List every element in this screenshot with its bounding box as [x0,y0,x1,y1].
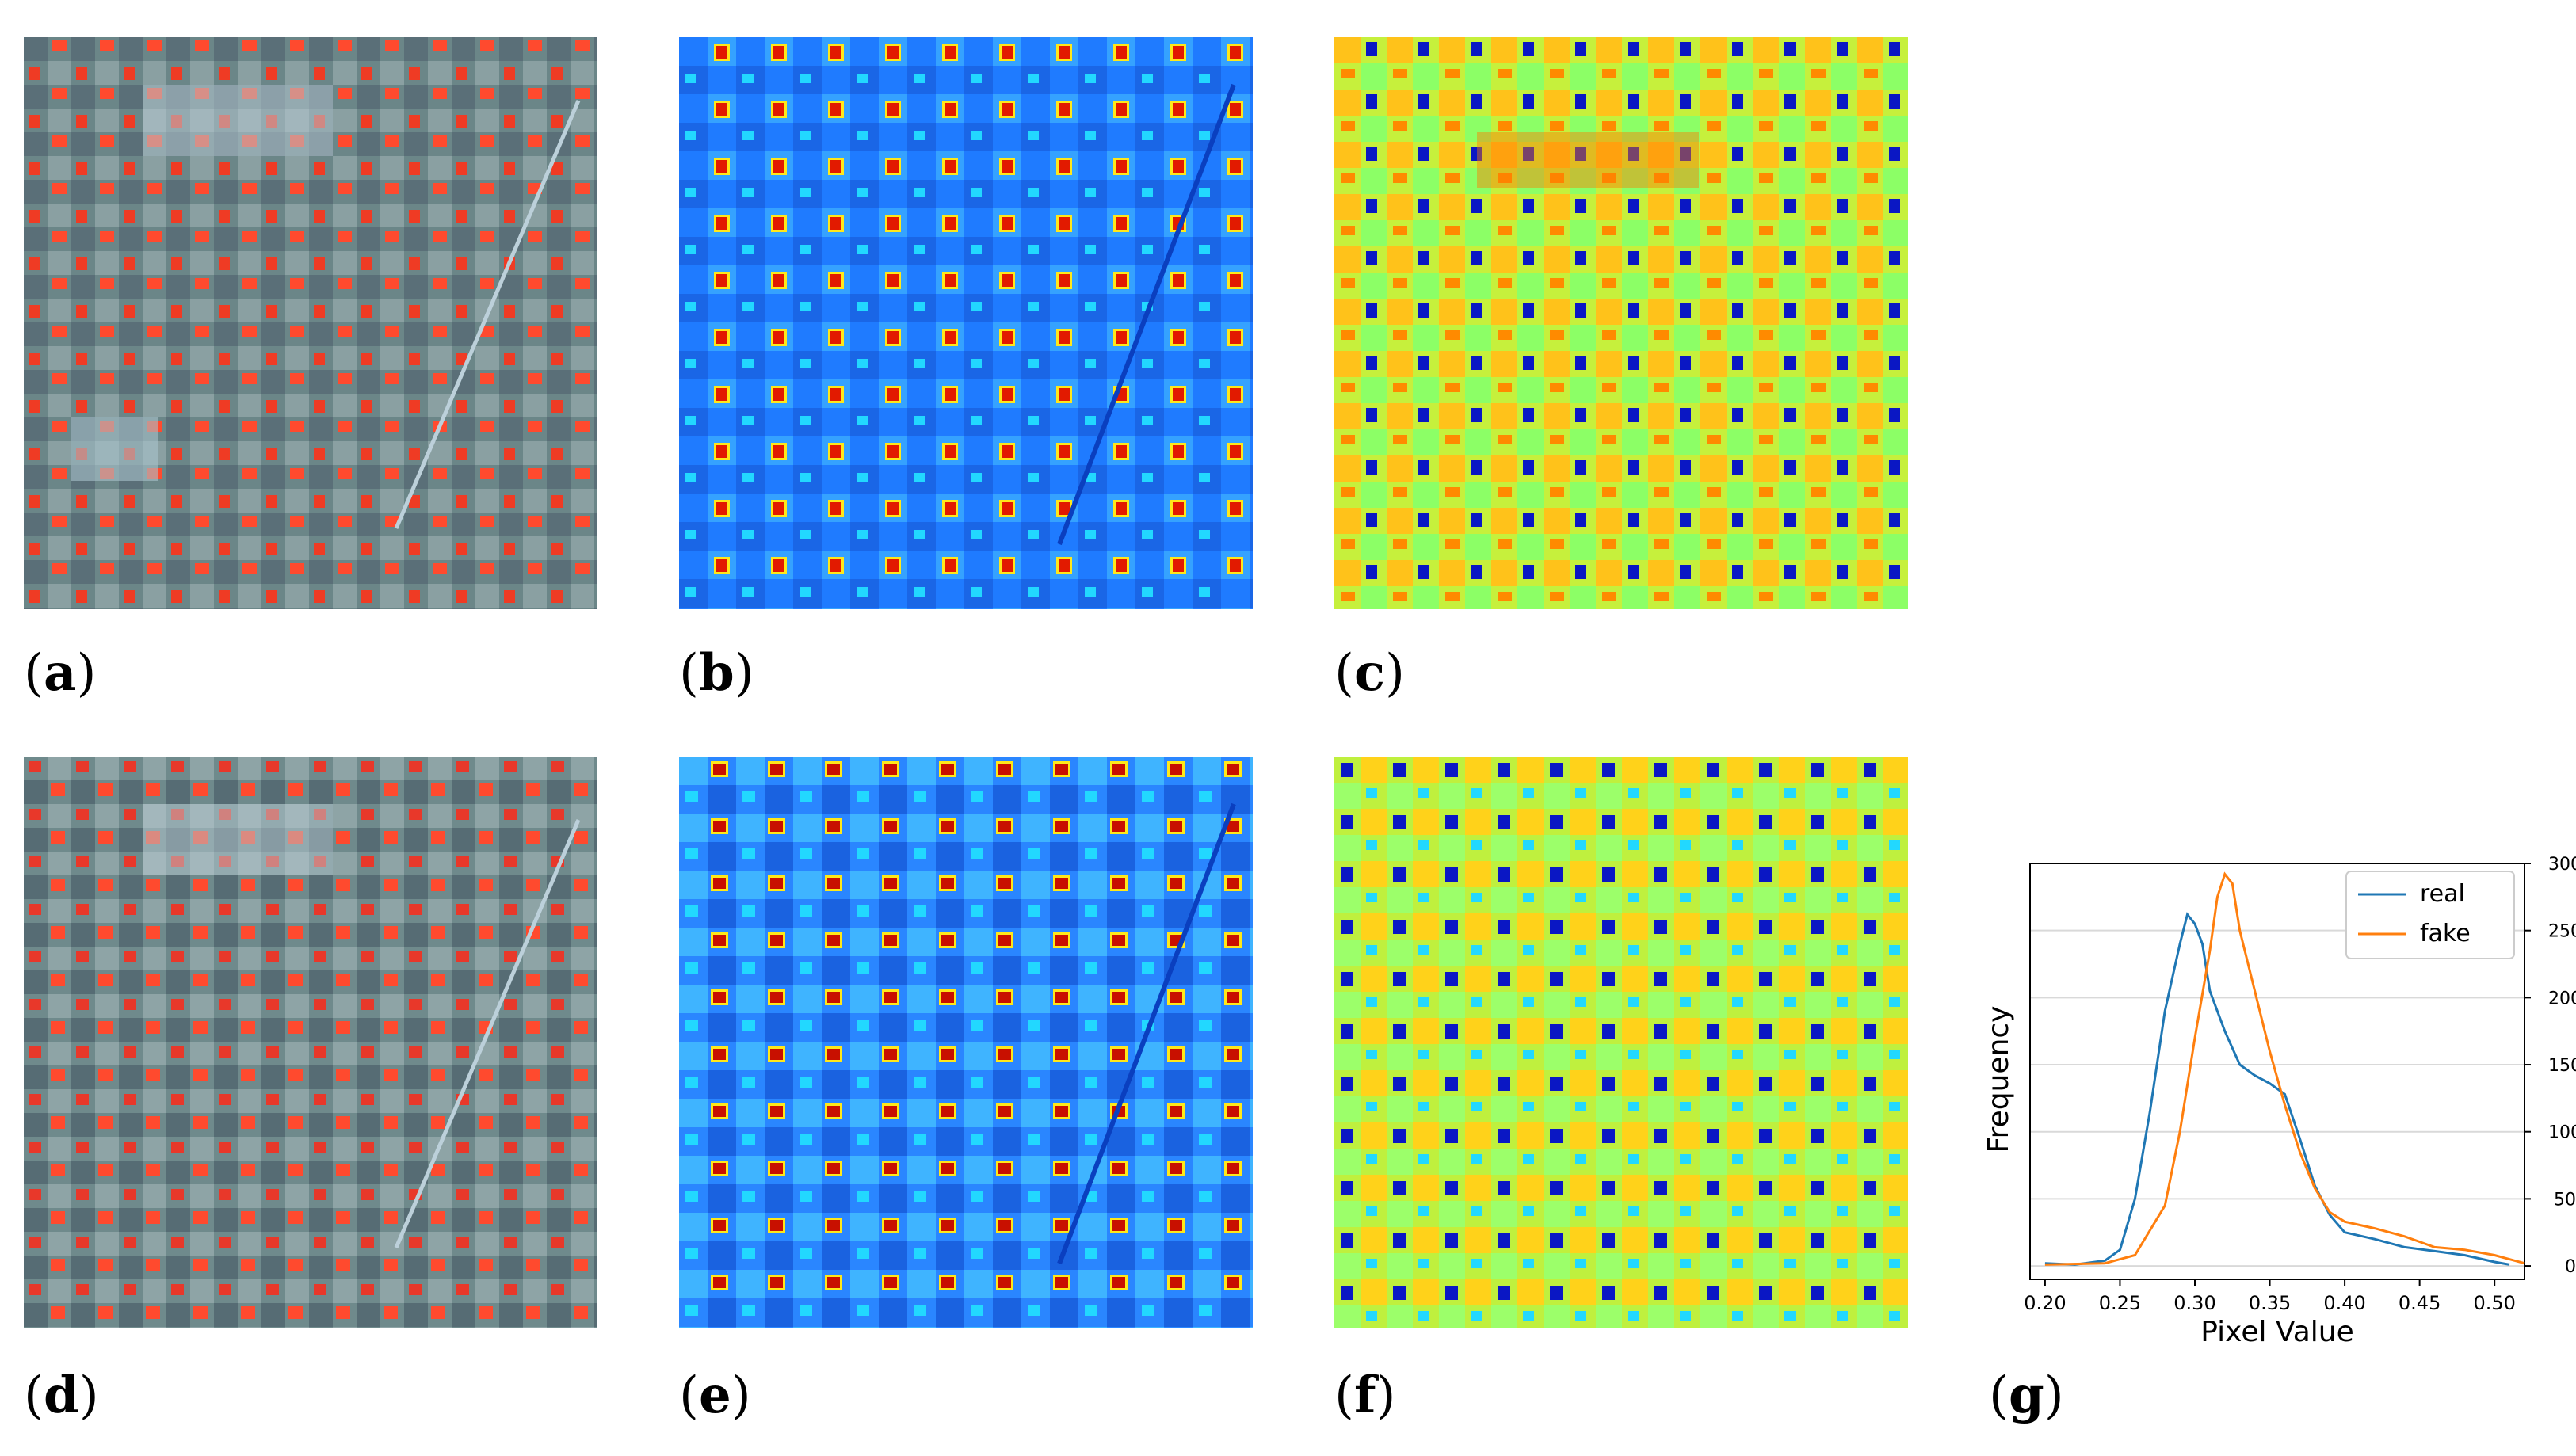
jet-map-f [1334,757,1908,1328]
false-color-image-d [24,757,597,1328]
jet-map-e [679,757,1253,1328]
y-tick-label-6: 3000 [2548,855,2576,875]
caption-d-label: d [43,1366,79,1425]
series-layer [2044,871,2525,1266]
jet-map-c [1334,37,1908,609]
panel-d-image [24,757,597,1328]
caption-e: (e) [679,1366,751,1425]
panel-a-image [24,37,597,609]
legend-label-real: real [2420,880,2465,908]
caption-a-label: a [43,643,77,703]
panel-e-image [679,757,1253,1328]
caption-a: (a) [24,643,97,703]
caption-g: (g) [1989,1366,2064,1425]
x-tick-label-5: 0.45 [2399,1292,2441,1314]
legend-label-fake: fake [2420,920,2471,947]
x-axis-label: Pixel Value [2200,1316,2354,1348]
x-tick-label-4: 0.40 [2323,1292,2365,1314]
caption-f-label: f [1353,1366,1376,1425]
y-tick-label-4: 2000 [2548,989,2576,1008]
panel-b-image [679,37,1253,609]
x-ticks: 0.20 0.25 0.30 0.35 0.40 0.45 0.50 [2024,1279,2516,1314]
y-tick-label-3: 1500 [2548,1056,2576,1076]
caption-c-label: c [1353,643,1385,703]
caption-c: (c) [1334,643,1405,703]
histogram-chart: 0.20 0.25 0.30 0.35 0.40 0.45 0.50 0 500 1000 150… [1965,808,2576,1363]
panel-c-image [1334,37,1908,609]
x-tick-label-1: 0.25 [2099,1292,2141,1314]
y-tick-label-1: 500 [2554,1190,2576,1210]
y-ticks: 0 500 1000 1500 2000 2500 3000 [2524,855,2576,1277]
jet-map-b [679,37,1253,609]
caption-b: (b) [679,643,754,703]
x-tick-label-0: 0.20 [2024,1292,2066,1314]
caption-f: (f) [1334,1366,1396,1425]
caption-e-label: e [698,1366,731,1425]
x-tick-label-2: 0.30 [2173,1292,2215,1314]
x-tick-label-6: 0.50 [2473,1292,2515,1314]
y-tick-label-2: 1000 [2548,1123,2576,1143]
histogram-svg: 0.20 0.25 0.30 0.35 0.40 0.45 0.50 0 500 1000 150… [1983,855,2576,1348]
y-tick-label-0: 0 [2565,1257,2576,1277]
caption-g-label: g [2008,1366,2044,1425]
caption-b-label: b [698,643,735,703]
y-axis-label: Frequency [1983,1006,2015,1153]
panel-f-image [1334,757,1908,1328]
series-line-fake [2044,871,2525,1266]
x-tick-label-3: 0.35 [2249,1292,2291,1314]
legend: real fake [2345,871,2515,959]
series-line-real [2044,912,2510,1266]
false-color-image-a [24,37,597,609]
y-tick-label-5: 2500 [2548,922,2576,942]
plot-frame [2029,863,2525,1280]
caption-d: (d) [24,1366,99,1425]
